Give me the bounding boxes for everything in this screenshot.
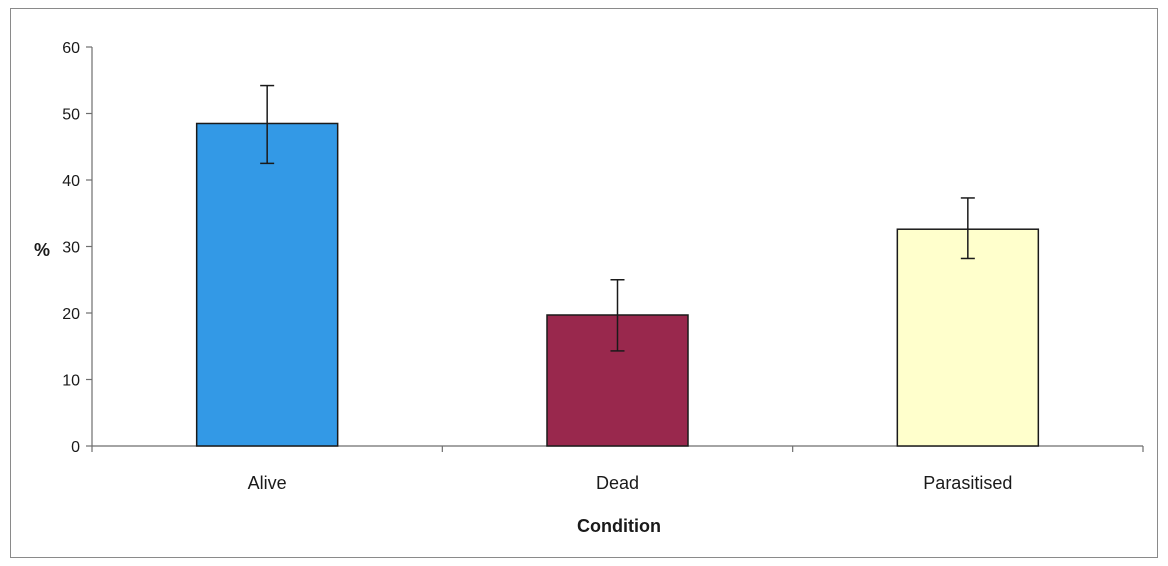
y-tick-label: 50 <box>62 107 80 124</box>
bar-parasitised <box>896 228 1040 447</box>
y-tick-label: 30 <box>62 240 80 257</box>
y-tick-label: 40 <box>62 173 80 190</box>
y-axis-title: % <box>34 240 50 260</box>
x-tick-label: Parasitised <box>923 473 1012 493</box>
bar-alive <box>195 122 339 447</box>
y-tick-label: 20 <box>62 306 80 323</box>
plot-area: 0 10 20 30 40 50 60 Alive Dead Parasitised <box>62 40 1144 493</box>
y-tick-label: 10 <box>62 373 80 390</box>
y-tick-label: 0 <box>71 439 80 456</box>
y-tick-label: 60 <box>62 40 80 57</box>
x-tick-label: Alive <box>248 473 287 493</box>
x-tick-label: Dead <box>596 473 639 493</box>
x-axis-title: Condition <box>577 516 661 536</box>
